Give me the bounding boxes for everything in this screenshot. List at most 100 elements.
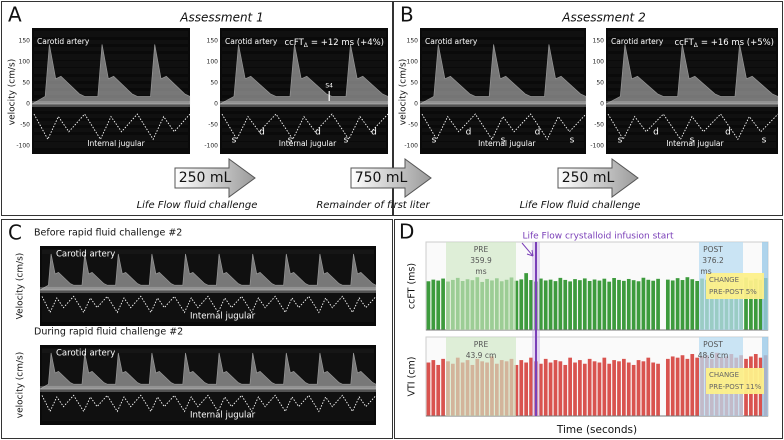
velocity-tick-label: 100 [593,59,605,66]
bar [436,280,441,330]
vessel-label: Internal jugular [666,139,724,148]
bar [656,278,660,330]
bar [578,360,582,416]
velocity-tick-label: 50 [410,80,418,87]
bar [597,362,602,416]
bar [651,280,656,330]
step-caption: Life Flow fluid challenge [137,200,258,211]
bar [665,279,670,330]
bar [646,279,651,330]
bar [514,364,519,416]
wave-label: s [690,136,695,146]
wave-label: s [762,136,767,146]
end-band [762,337,768,416]
bar [548,362,553,416]
bar [578,280,582,330]
pre-window [446,242,516,330]
velocity-tick-label: 0 [600,101,604,108]
velocity-tick-label: 100 [207,59,219,66]
velocity-tick-label: 50 [210,80,218,87]
bar [753,278,758,330]
bar [695,280,700,330]
bar [553,281,558,330]
bar [514,280,519,330]
wave-label: s [501,136,506,146]
bar [431,360,436,416]
panel-b-frame [393,1,783,216]
bar [670,280,675,330]
vessel-label: Carotid artery [225,37,278,46]
bar [602,278,607,330]
bar [563,279,568,330]
jugular-trace [607,113,779,141]
vessel-label: Internal jugular [478,139,536,148]
carotid-waveform [30,44,191,105]
vessel-label: Carotid artery [56,250,115,260]
change-box [706,273,764,299]
ccft-annotation: ccFTΔ = +12 ms (+4%) [284,38,384,49]
vessel-label: Internal jugular [190,411,256,421]
bar [626,362,631,416]
bar [758,279,763,330]
carotid-waveform [38,253,377,291]
bar [617,361,621,416]
volume-arrow [350,158,432,198]
bar [538,363,543,416]
wave-label: d [535,128,541,138]
velocity-tick-label: 0 [214,101,218,108]
wave-label: d [466,128,472,138]
bar [592,279,597,330]
bar [607,281,612,330]
bar [426,362,431,416]
jugular-trace [41,295,377,314]
bar [744,277,748,330]
beat-marker: S4 [325,83,333,90]
bar [685,358,690,416]
wave-label: d [653,128,659,138]
velocity-tick-label: -100 [16,143,30,150]
jugular-trace [41,394,377,413]
bar [690,354,695,416]
velocity-tick-label: 50 [22,80,30,87]
bar [607,363,612,416]
bar [548,279,553,330]
jugular-trace [221,113,389,141]
ccft-subscript: Δ [694,42,699,49]
change-value: PRE-POST 11% [709,383,762,391]
bar [695,357,700,416]
velocity-tick-label: 0 [26,101,30,108]
bar [529,357,533,416]
bar [524,362,529,416]
velocity-axis-label: velocity (cm/s) [399,59,409,126]
post-value: 376.2 [702,256,724,265]
volume-label: 250 mL [562,170,615,186]
pre-window [446,337,516,416]
bar [436,364,441,416]
wave-label: s [570,136,575,146]
x-axis-label: Time (seconds) [556,424,637,436]
bar [602,357,607,416]
vessel-label: Internal jugular [279,139,337,148]
bar [641,277,646,330]
velocity-tick-label: -100 [590,143,604,150]
velocity-tick-label: 150 [207,38,219,45]
pre-unit: ms [475,267,486,276]
vessel-label: Carotid artery [425,37,478,46]
vessel-label: Internal jugular [87,139,145,148]
bar [685,277,690,330]
carotid-waveform [419,44,587,105]
velocity-tick-label: -50 [208,122,218,129]
bar [431,279,436,330]
bar [558,361,563,416]
bar [519,279,524,330]
bar [680,280,685,330]
bar [587,358,592,416]
velocity-tick-label: 150 [407,38,419,45]
bar [529,280,533,330]
bar [543,358,548,416]
bar [631,364,636,416]
velocity-tick-label: -50 [408,122,418,129]
bar [538,278,543,330]
bar [631,280,636,330]
change-label: CHANGE [709,371,739,379]
